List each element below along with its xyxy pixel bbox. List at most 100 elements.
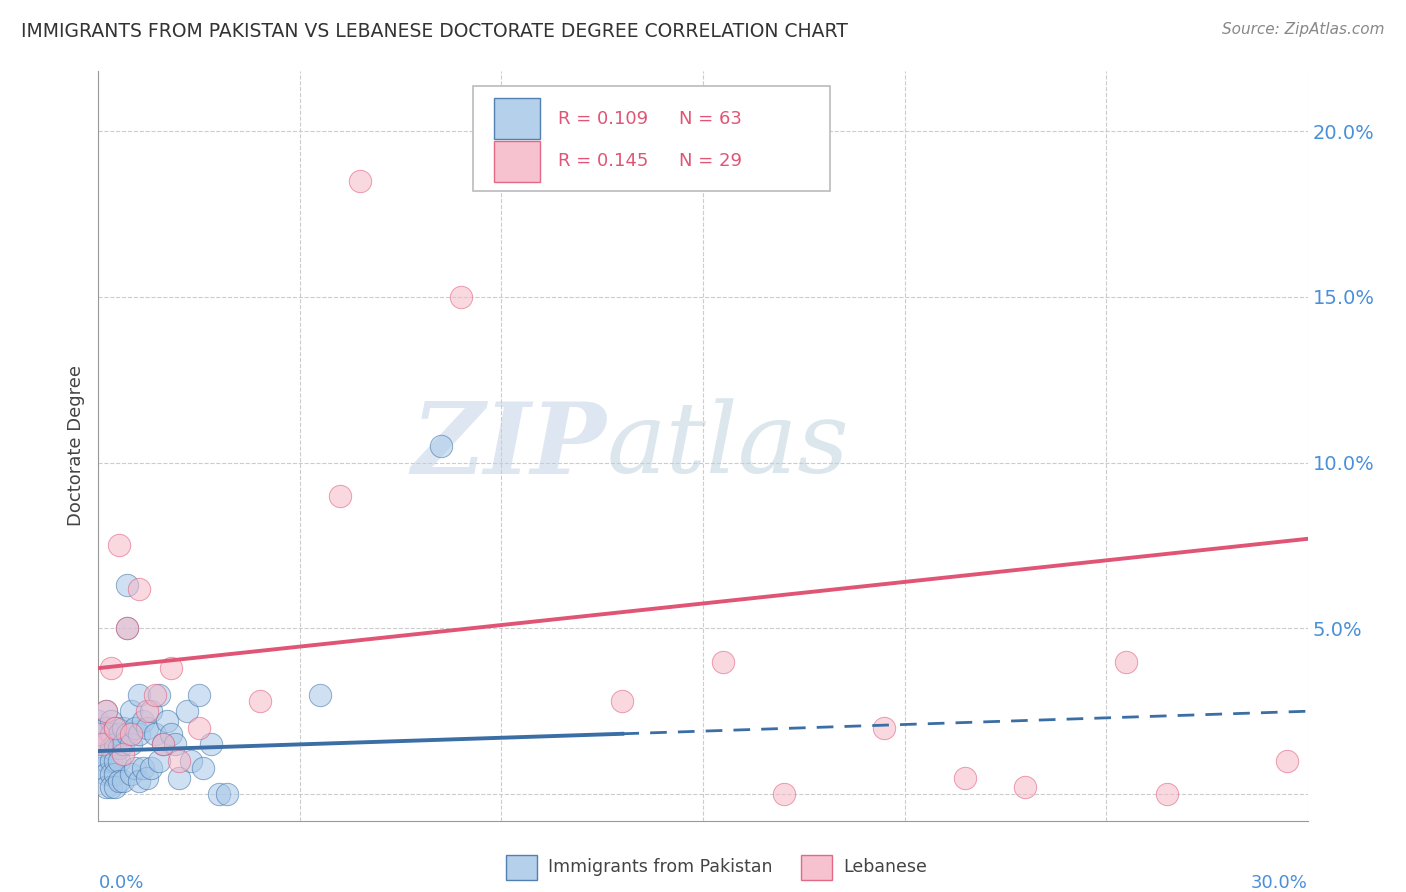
Point xyxy=(91,738,114,752)
Point xyxy=(120,738,142,752)
Point xyxy=(100,740,122,755)
Point xyxy=(103,721,125,735)
Point xyxy=(103,721,125,735)
Point xyxy=(167,771,190,785)
Point xyxy=(115,621,138,635)
Point xyxy=(107,754,129,768)
Point xyxy=(143,688,166,702)
Point xyxy=(107,539,129,553)
Point xyxy=(148,754,170,768)
Point xyxy=(96,704,118,718)
Point xyxy=(160,727,183,741)
Point xyxy=(772,787,794,801)
Point xyxy=(120,704,142,718)
Point xyxy=(139,704,162,718)
Point xyxy=(124,761,146,775)
Point xyxy=(132,761,155,775)
Point xyxy=(91,727,114,741)
Point xyxy=(208,787,231,801)
Point xyxy=(953,771,976,785)
Point xyxy=(152,738,174,752)
Point xyxy=(329,489,352,503)
Point xyxy=(100,780,122,795)
Point xyxy=(124,721,146,735)
Bar xyxy=(494,98,540,139)
Point xyxy=(100,767,122,781)
Text: atlas: atlas xyxy=(606,399,849,493)
Point xyxy=(143,727,166,741)
Point xyxy=(100,714,122,728)
Point xyxy=(96,767,118,781)
Point xyxy=(115,621,138,635)
Point xyxy=(91,738,114,752)
Point xyxy=(100,661,122,675)
Point xyxy=(193,761,215,775)
Point xyxy=(96,721,118,735)
Point xyxy=(450,290,472,304)
Point xyxy=(91,747,114,762)
Point xyxy=(96,738,118,752)
Point xyxy=(115,727,138,741)
Point xyxy=(309,688,332,702)
Point xyxy=(1156,787,1178,801)
Text: ZIP: ZIP xyxy=(412,398,606,494)
Point xyxy=(100,754,122,768)
Point xyxy=(167,754,190,768)
Point xyxy=(96,780,118,795)
Point xyxy=(128,582,150,596)
Point xyxy=(107,740,129,755)
Point xyxy=(107,773,129,788)
Point xyxy=(128,727,150,741)
Point xyxy=(115,578,138,592)
Point xyxy=(163,738,186,752)
Text: Source: ZipAtlas.com: Source: ZipAtlas.com xyxy=(1222,22,1385,37)
Text: N = 63: N = 63 xyxy=(679,110,742,128)
Point xyxy=(711,655,734,669)
Point xyxy=(1115,655,1137,669)
Text: R = 0.109: R = 0.109 xyxy=(558,110,648,128)
Point xyxy=(103,780,125,795)
Point xyxy=(100,727,122,741)
Point xyxy=(873,721,896,735)
Point xyxy=(103,754,125,768)
Text: 0.0%: 0.0% xyxy=(98,873,143,892)
Point xyxy=(135,721,157,735)
Point xyxy=(176,704,198,718)
Point xyxy=(111,738,134,752)
Point xyxy=(111,773,134,788)
Point xyxy=(91,761,114,775)
Point xyxy=(160,661,183,675)
Point xyxy=(128,688,150,702)
Point xyxy=(87,727,110,741)
Point xyxy=(96,754,118,768)
Text: Immigrants from Pakistan: Immigrants from Pakistan xyxy=(548,858,773,876)
Text: R = 0.145: R = 0.145 xyxy=(558,153,648,170)
Point xyxy=(135,704,157,718)
Point xyxy=(96,704,118,718)
Point xyxy=(120,767,142,781)
Point xyxy=(132,714,155,728)
Point xyxy=(188,721,211,735)
Point xyxy=(156,714,179,728)
Point xyxy=(139,761,162,775)
Point xyxy=(148,688,170,702)
Point xyxy=(1277,754,1299,768)
Text: Lebanese: Lebanese xyxy=(844,858,928,876)
Point xyxy=(430,439,453,453)
Point xyxy=(103,738,125,752)
Point xyxy=(120,727,142,741)
Text: N = 29: N = 29 xyxy=(679,153,742,170)
Bar xyxy=(494,141,540,182)
Point xyxy=(128,773,150,788)
Point xyxy=(152,738,174,752)
Point xyxy=(111,721,134,735)
Point xyxy=(249,694,271,708)
Point xyxy=(135,771,157,785)
Point xyxy=(200,738,222,752)
Point xyxy=(180,754,202,768)
Text: 30.0%: 30.0% xyxy=(1251,873,1308,892)
Point xyxy=(111,747,134,762)
Point xyxy=(188,688,211,702)
Point xyxy=(107,727,129,741)
Point xyxy=(87,714,110,728)
